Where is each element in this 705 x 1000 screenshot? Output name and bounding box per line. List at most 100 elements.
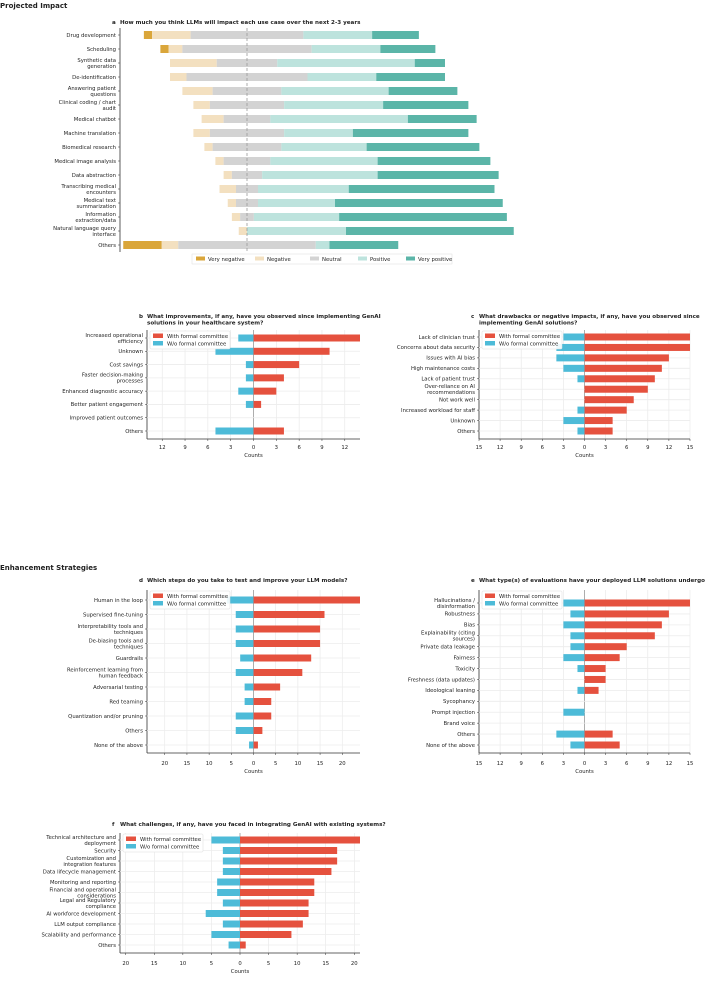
category-label-line: generation — [87, 64, 116, 70]
bar-without-formal-committee — [226, 596, 254, 604]
category-label: Interpretability tools and techniques — [77, 624, 143, 636]
panel-title-c: What drawbacks or negative impacts, if a… — [479, 314, 700, 327]
category-label-line: Reinforcement learning from — [67, 667, 143, 673]
category-label-line: Faster decision-making — [82, 373, 143, 379]
bar-segment-negative — [223, 171, 232, 179]
category-label-line: summarization — [76, 204, 116, 210]
legend: With formal committee W/o formal committe… — [481, 330, 563, 350]
x-tick-label: 10 — [206, 761, 213, 767]
bar-with-formal-committee — [584, 665, 606, 673]
bar-segment-very-positive — [335, 199, 503, 207]
bar-with-formal-committee — [584, 599, 690, 607]
category-label-line: integration features — [63, 862, 116, 868]
bar-segment-negative — [193, 129, 210, 137]
bar-segment-very-positive — [346, 227, 514, 235]
legend-swatch-positive — [358, 256, 367, 261]
category-label: Information extraction/data — [75, 212, 116, 224]
bar-segment-negative — [161, 241, 179, 249]
category-label-line: efficiency — [118, 339, 143, 345]
category-label-line: Transcribing medical — [60, 184, 116, 190]
x-tick-label: 15 — [687, 445, 694, 451]
panel-letter-a: a — [112, 20, 116, 26]
bar-segment-very-positive — [383, 101, 469, 109]
bar-with-formal-committee — [253, 727, 263, 734]
category-label-line: Synthetic data — [77, 58, 116, 64]
x-axis-label: Counts — [244, 453, 263, 459]
bar-without-formal-committee — [577, 406, 585, 414]
category-label: Fairness — [454, 655, 476, 661]
bar-segment-negative — [215, 157, 224, 165]
category-label: De-biasing tools and techniques — [89, 638, 144, 650]
category-label: Cost savings — [109, 362, 143, 368]
x-tick-label: 6 — [625, 445, 629, 451]
category-label: Data lifecycle management — [43, 869, 116, 875]
bar-segment-negative — [201, 115, 224, 123]
legend-swatch-without — [485, 601, 495, 606]
bar-segment-very-negative — [160, 45, 169, 53]
category-label: Scheduling — [87, 47, 116, 53]
legend-swatch-without — [153, 601, 163, 606]
x-tick-label: 12 — [666, 761, 673, 767]
bar-with-formal-committee — [584, 343, 690, 351]
category-label: Freshness (data updates) — [408, 677, 475, 683]
legend-box — [481, 330, 563, 350]
legend-box — [122, 833, 204, 853]
bar-without-formal-committee — [245, 400, 254, 408]
bar-segment-very-positive — [372, 31, 419, 39]
category-label: Machine translation — [64, 131, 116, 137]
category-label-line: processes — [117, 379, 144, 385]
x-tick-label: 5 — [210, 961, 213, 967]
x-tick-label: 15 — [184, 761, 191, 767]
bar-without-formal-committee — [563, 708, 585, 716]
panel-title-line: How much you think LLMs will impact each… — [120, 20, 361, 26]
bar-without-formal-committee — [235, 625, 254, 633]
x-tick-label: 15 — [322, 961, 329, 967]
category-label: Brand voice — [444, 721, 475, 727]
legend-swatch-with — [153, 593, 163, 598]
x-tick-label: 20 — [339, 761, 346, 767]
category-label: Enhanced diagnostic accuracy — [62, 389, 143, 395]
legend-label: With formal committee — [499, 594, 560, 600]
x-tick-label: 9 — [646, 761, 649, 767]
category-label-line: recommendations — [427, 390, 475, 396]
bar-without-formal-committee — [222, 899, 240, 907]
bar-segment-negative — [238, 227, 247, 235]
legend-label: Neutral — [322, 257, 342, 263]
category-label-line: Natural language query — [53, 226, 116, 232]
x-tick-label: 20 — [161, 761, 168, 767]
bar-segment-neutral — [240, 213, 254, 221]
category-label-line: interface — [92, 232, 116, 238]
category-label-line: Increased operational — [85, 333, 143, 339]
legend-box — [191, 253, 453, 265]
bar-with-formal-committee — [253, 347, 330, 355]
bar-without-formal-committee — [222, 847, 240, 854]
x-tick-label: 3 — [562, 761, 565, 767]
category-label: Lack of clinician trust — [419, 335, 475, 341]
bar-with-formal-committee — [584, 417, 613, 425]
bar-without-formal-committee — [222, 857, 240, 865]
bar-without-formal-committee — [235, 712, 254, 720]
category-label: Faster decision-making processes — [82, 373, 143, 385]
category-label-line: Customization and — [66, 856, 116, 862]
panel-letter-c: c — [471, 314, 474, 320]
legend-label: With formal committee — [167, 334, 228, 340]
legend-swatch-without — [485, 341, 495, 346]
bar-without-formal-committee — [205, 910, 240, 917]
bar-without-formal-committee — [577, 665, 585, 673]
bar-with-formal-committee — [240, 836, 360, 844]
bar-with-formal-committee — [584, 686, 599, 694]
bar-without-formal-committee — [563, 417, 585, 425]
panel-f-chart: f What challenges, if any, have you faced… — [42, 822, 386, 975]
category-label: Improved patient outcomes — [70, 416, 144, 422]
x-tick-label: 12 — [497, 445, 504, 451]
legend-label: Very negative — [208, 257, 245, 263]
x-tick-label: 9 — [520, 445, 523, 451]
bar-without-formal-committee — [570, 741, 585, 749]
category-label: Others — [457, 732, 475, 738]
x-tick-label: 6 — [541, 445, 545, 451]
bar-without-formal-committee — [556, 343, 585, 351]
bar-without-formal-committee — [556, 354, 585, 362]
category-label: De-identification — [72, 75, 116, 81]
x-tick-label: 12 — [159, 445, 166, 451]
legend-label: W/o formal committee — [167, 342, 226, 348]
